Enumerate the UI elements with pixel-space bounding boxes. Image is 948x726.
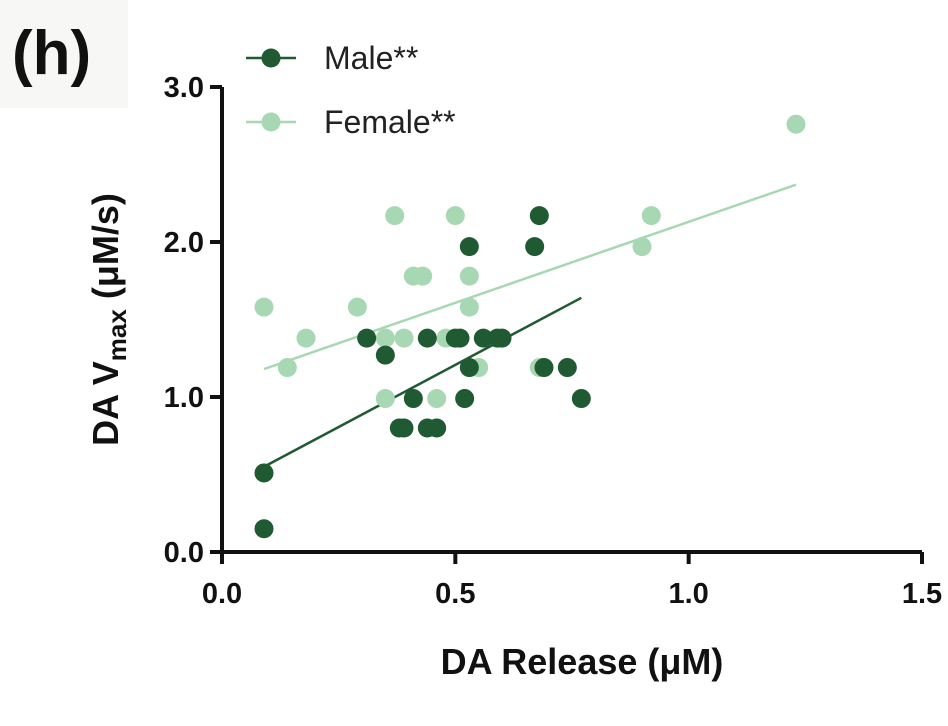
male-point <box>394 418 414 438</box>
female-point <box>296 328 316 348</box>
female-point <box>445 206 465 226</box>
female-point <box>632 237 652 257</box>
legend: Male** Female** <box>246 40 456 140</box>
male-point <box>455 389 475 409</box>
female-point <box>394 328 414 348</box>
trendline-male <box>263 296 582 468</box>
male-point <box>557 358 577 378</box>
x-tick-label: 1.0 <box>669 578 709 610</box>
y-tick-label: 0.0 <box>164 537 204 569</box>
male-point <box>417 328 437 348</box>
female-point <box>347 297 367 317</box>
female-point <box>427 389 447 409</box>
y-axis-title-unit: (μM/s) <box>85 193 126 309</box>
x-axis-title: DA Release (μM) <box>441 641 724 682</box>
legend-marker <box>261 112 281 132</box>
female-point <box>459 266 479 286</box>
female-point <box>375 328 395 348</box>
male-point <box>450 328 470 348</box>
x-tick-label: 0.0 <box>202 578 242 610</box>
trendline-female <box>263 183 797 371</box>
male-point <box>357 328 377 348</box>
data-points <box>254 114 806 539</box>
panel-label-background: (h) <box>0 0 128 108</box>
x-tick-label: 0.5 <box>435 578 475 610</box>
male-point <box>254 463 274 483</box>
male-point <box>459 358 479 378</box>
male-point <box>571 389 591 409</box>
male-point <box>473 328 493 348</box>
male-point <box>492 328 512 348</box>
male-point <box>403 389 423 409</box>
y-tick-label: 2.0 <box>164 227 204 259</box>
female-point <box>641 206 661 226</box>
male-point <box>529 206 549 226</box>
female-point <box>277 358 297 378</box>
axes: 0.0 1.0 2.0 3.0 0.0 0.5 1.0 1.5 <box>164 72 942 610</box>
y-axis-title-main: DA V <box>85 361 126 446</box>
female-point <box>786 114 806 134</box>
male-point <box>375 345 395 365</box>
male-point <box>459 237 479 257</box>
legend-label: Female** <box>324 104 456 140</box>
y-tick-label: 1.0 <box>164 382 204 414</box>
female-point <box>385 206 405 226</box>
female-point <box>459 297 479 317</box>
y-axis-title: DA Vmax (μM/s) <box>85 193 132 446</box>
male-point <box>427 418 447 438</box>
legend-marker <box>261 48 281 68</box>
x-tick-label: 1.5 <box>902 578 942 610</box>
male-point <box>254 519 274 539</box>
female-point <box>375 389 395 409</box>
male-point <box>534 358 554 378</box>
y-tick-label: 3.0 <box>164 72 204 104</box>
y-axis-title-subscript: max <box>102 309 132 362</box>
male-point <box>525 237 545 257</box>
trendlines <box>263 183 797 468</box>
legend-label: Male** <box>324 40 418 76</box>
panel-label: (h) <box>12 19 92 88</box>
female-point <box>413 266 433 286</box>
female-point <box>254 297 274 317</box>
